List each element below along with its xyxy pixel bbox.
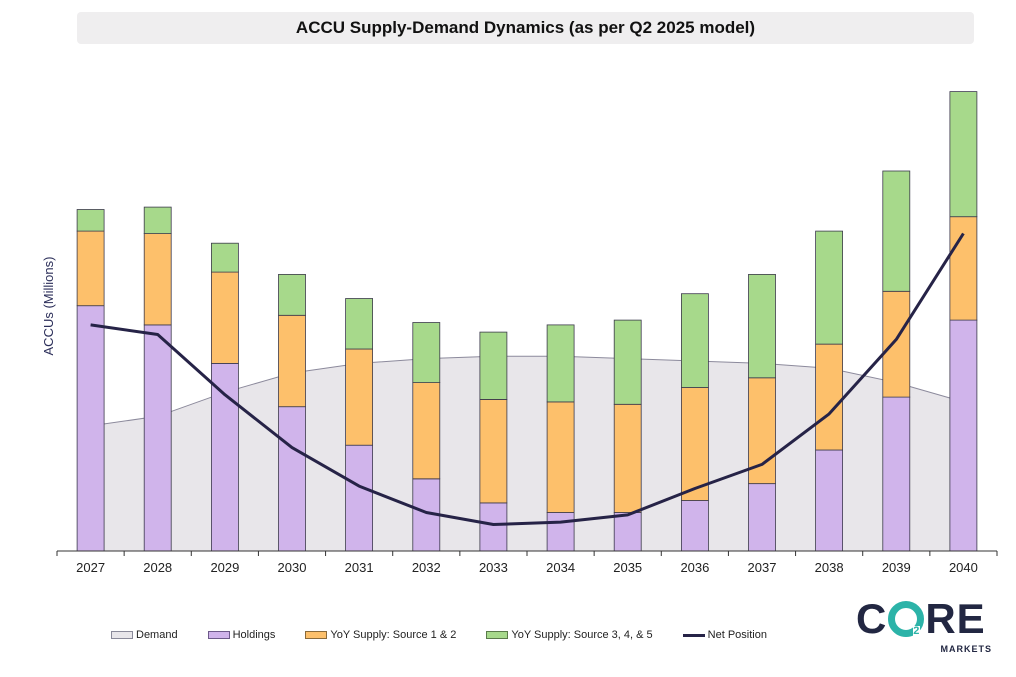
x-tick-label-2032: 2032 <box>412 560 441 575</box>
x-tick-label-2040: 2040 <box>949 560 978 575</box>
bar-yoy-supply-source-3-4-5-2030 <box>278 273 306 316</box>
bar-yoy-supply-source-1-2-2032 <box>412 382 441 480</box>
bar-holdings-2035 <box>613 512 642 552</box>
bar-yoy-supply-source-1-2-2039 <box>882 290 911 398</box>
bar-yoy-supply-source-3-4-5-2031 <box>345 298 374 350</box>
bar-yoy-supply-source-1-2-2040 <box>949 216 978 321</box>
chart-title: ACCU Supply-Demand Dynamics (as per Q2 2… <box>77 12 974 44</box>
legend-item-demand: Demand <box>111 629 178 641</box>
bar-yoy-supply-source-3-4-5-2037 <box>748 273 776 379</box>
bar-yoy-supply-source-3-4-5-2040 <box>949 91 978 218</box>
legend-swatch-holdings <box>207 631 230 639</box>
x-tick-label-2031: 2031 <box>345 560 374 575</box>
bar-yoy-supply-source-1-2-2036 <box>681 387 709 501</box>
legend-label-source-3-4-5: YoY Supply: Source 3, 4, & 5 <box>511 629 653 641</box>
bar-yoy-supply-source-1-2-2029 <box>210 271 239 364</box>
bar-yoy-supply-source-3-4-5-2035 <box>613 319 642 405</box>
bar-holdings-2031 <box>345 444 374 552</box>
bar-yoy-supply-source-1-2-2027 <box>76 230 105 307</box>
bar-holdings-2034 <box>546 512 575 552</box>
x-tick-label-2033: 2033 <box>479 560 508 575</box>
logo-ring-icon: 2 <box>888 601 925 637</box>
legend-item-source-1-2: YoY Supply: Source 1 & 2 <box>305 629 456 641</box>
logo-letter-c: C <box>856 595 888 642</box>
bar-holdings-2030 <box>278 406 306 552</box>
bar-yoy-supply-source-3-4-5-2029 <box>210 242 239 273</box>
bar-yoy-supply-source-1-2-2035 <box>613 403 642 513</box>
x-tick-label-2037: 2037 <box>748 560 777 575</box>
bar-yoy-supply-source-1-2-2034 <box>546 401 575 513</box>
x-tick-label-2034: 2034 <box>546 560 575 575</box>
bar-yoy-supply-source-3-4-5-2034 <box>546 324 575 403</box>
y-axis-label: ACCUs (Millions) <box>41 257 56 356</box>
logo-wordmark: C 2 RE <box>856 598 986 640</box>
bar-yoy-supply-source-1-2-2031 <box>345 348 374 446</box>
legend-swatch-net-position <box>682 633 705 637</box>
bar-holdings-2027 <box>76 305 105 552</box>
chart-legend: Demand Holdings YoY Supply: Source 1 & 2… <box>111 627 797 643</box>
bar-yoy-supply-source-3-4-5-2033 <box>479 331 508 400</box>
bar-yoy-supply-source-1-2-2030 <box>278 314 306 408</box>
bar-yoy-supply-source-1-2-2038 <box>815 343 843 451</box>
legend-item-source-3-4-5: YoY Supply: Source 3, 4, & 5 <box>486 629 653 641</box>
bar-yoy-supply-source-1-2-2028 <box>143 233 172 326</box>
x-tick-label-2029: 2029 <box>210 560 239 575</box>
legend-item-net-position: Net Position <box>682 629 767 641</box>
bar-holdings-2029 <box>210 362 239 552</box>
bar-holdings-2037 <box>748 483 776 552</box>
bar-yoy-supply-source-3-4-5-2028 <box>143 206 172 235</box>
bar-yoy-supply-source-3-4-5-2032 <box>412 322 441 383</box>
bar-holdings-2040 <box>949 319 978 552</box>
bar-yoy-supply-source-3-4-5-2036 <box>681 293 709 388</box>
x-tick-label-2027: 2027 <box>76 560 105 575</box>
bar-yoy-supply-source-3-4-5-2038 <box>815 230 843 345</box>
x-tick-label-2036: 2036 <box>680 560 709 575</box>
legend-label-net-position: Net Position <box>707 629 767 641</box>
legend-label-demand: Demand <box>136 629 178 641</box>
logo-sub-mark: 2 <box>913 625 921 637</box>
core-markets-logo: C 2 RE MARKETS <box>856 598 996 658</box>
x-tick-label-2035: 2035 <box>613 560 642 575</box>
logo-letters-re: RE <box>925 595 986 642</box>
legend-label-holdings: Holdings <box>232 629 276 641</box>
bar-holdings-2039 <box>882 396 911 552</box>
x-tick-label-2030: 2030 <box>278 560 307 575</box>
x-tick-label-2039: 2039 <box>882 560 911 575</box>
net-position-line <box>90 232 965 526</box>
bar-yoy-supply-source-3-4-5-2027 <box>76 209 105 232</box>
legend-swatch-source-1-2 <box>305 631 328 639</box>
bar-holdings-2036 <box>681 500 709 552</box>
logo-subtitle: MARKETS <box>940 644 992 654</box>
legend-swatch-demand <box>111 631 133 639</box>
bar-yoy-supply-source-1-2-2033 <box>479 399 508 504</box>
legend-label-source-1-2: YoY Supply: Source 1 & 2 <box>330 629 457 641</box>
bar-holdings-2033 <box>479 502 508 552</box>
x-tick-label-2028: 2028 <box>143 560 172 575</box>
bar-holdings-2038 <box>815 449 843 552</box>
demand-area <box>90 356 964 551</box>
bar-yoy-supply-source-3-4-5-2039 <box>882 170 911 292</box>
legend-swatch-source-3-4-5 <box>486 631 509 639</box>
legend-item-holdings: Holdings <box>207 629 276 641</box>
bar-holdings-2028 <box>143 324 172 552</box>
x-tick-label-2038: 2038 <box>815 560 844 575</box>
